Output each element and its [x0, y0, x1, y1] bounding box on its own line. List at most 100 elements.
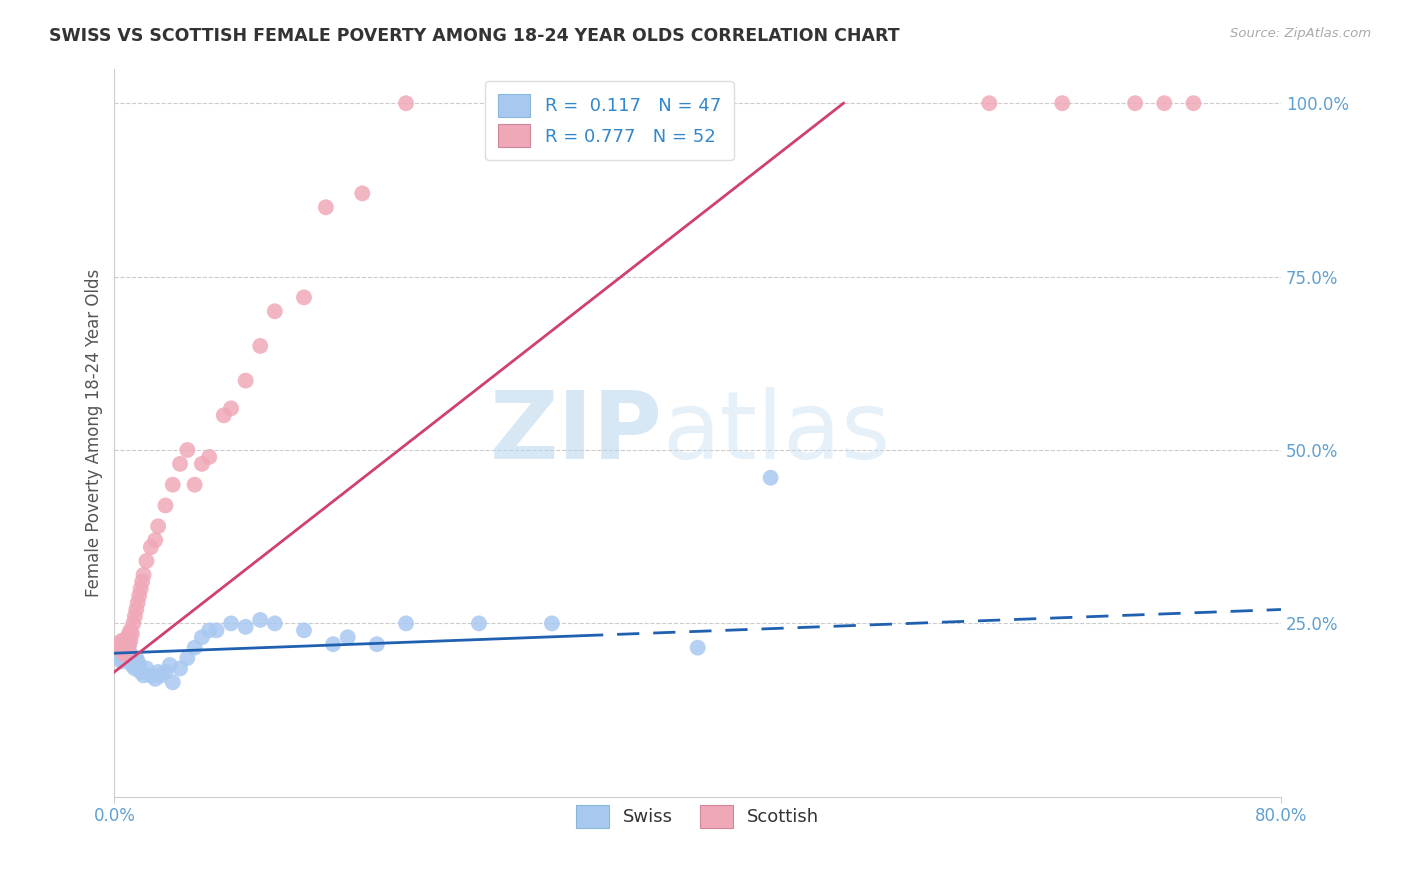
- Point: [366, 637, 388, 651]
- Point: [263, 304, 285, 318]
- Point: [114, 648, 136, 662]
- Point: [118, 637, 141, 651]
- Point: [235, 374, 257, 388]
- Point: [169, 457, 191, 471]
- Point: [395, 96, 418, 111]
- Point: [120, 633, 142, 648]
- Point: [1153, 96, 1175, 111]
- Point: [155, 665, 177, 679]
- Point: [128, 589, 150, 603]
- Point: [117, 630, 139, 644]
- Point: [219, 401, 242, 416]
- Point: [219, 616, 242, 631]
- Point: [128, 658, 150, 673]
- Point: [118, 644, 141, 658]
- Point: [127, 655, 149, 669]
- Point: [198, 450, 221, 464]
- Point: [146, 665, 169, 679]
- Point: [132, 668, 155, 682]
- Point: [112, 640, 135, 655]
- Point: [183, 640, 205, 655]
- Text: atlas: atlas: [662, 386, 891, 479]
- Point: [111, 633, 134, 648]
- Legend: Swiss, Scottish: Swiss, Scottish: [569, 797, 827, 835]
- Point: [176, 651, 198, 665]
- Point: [143, 533, 166, 548]
- Point: [468, 616, 491, 631]
- Point: [122, 655, 145, 669]
- Point: [162, 675, 184, 690]
- Point: [249, 339, 271, 353]
- Point: [292, 290, 315, 304]
- Point: [159, 658, 181, 673]
- Point: [759, 471, 782, 485]
- Point: [107, 640, 129, 655]
- Point: [122, 616, 145, 631]
- Point: [114, 637, 136, 651]
- Point: [111, 655, 134, 669]
- Point: [263, 616, 285, 631]
- Point: [115, 644, 138, 658]
- Point: [249, 613, 271, 627]
- Point: [352, 186, 374, 201]
- Point: [541, 96, 564, 111]
- Point: [118, 639, 141, 653]
- Point: [107, 640, 129, 655]
- Point: [124, 609, 146, 624]
- Point: [117, 640, 139, 655]
- Point: [395, 616, 418, 631]
- Point: [541, 616, 564, 631]
- Point: [120, 648, 142, 662]
- Point: [146, 519, 169, 533]
- Point: [115, 633, 138, 648]
- Point: [132, 567, 155, 582]
- Point: [150, 668, 173, 682]
- Point: [198, 624, 221, 638]
- Point: [686, 96, 709, 111]
- Point: [205, 624, 228, 638]
- Point: [315, 200, 337, 214]
- Point: [135, 661, 157, 675]
- Point: [979, 96, 1001, 111]
- Point: [131, 574, 153, 589]
- Point: [155, 499, 177, 513]
- Point: [121, 658, 143, 673]
- Point: [124, 661, 146, 675]
- Point: [127, 596, 149, 610]
- Point: [143, 672, 166, 686]
- Point: [169, 661, 191, 675]
- Point: [322, 637, 344, 651]
- Point: [105, 637, 128, 651]
- Point: [110, 637, 132, 651]
- Point: [115, 640, 138, 655]
- Point: [1123, 96, 1146, 111]
- Point: [336, 630, 359, 644]
- Point: [125, 651, 148, 665]
- Point: [139, 668, 162, 682]
- Point: [176, 442, 198, 457]
- Point: [121, 627, 143, 641]
- Point: [1050, 96, 1073, 111]
- Text: SWISS VS SCOTTISH FEMALE POVERTY AMONG 18-24 YEAR OLDS CORRELATION CHART: SWISS VS SCOTTISH FEMALE POVERTY AMONG 1…: [49, 27, 900, 45]
- Point: [118, 627, 141, 641]
- Text: ZIP: ZIP: [489, 386, 662, 479]
- Point: [114, 633, 136, 648]
- Point: [292, 624, 315, 638]
- Point: [129, 665, 152, 679]
- Point: [120, 624, 142, 638]
- Point: [110, 651, 132, 665]
- Point: [135, 554, 157, 568]
- Point: [114, 644, 136, 658]
- Point: [235, 620, 257, 634]
- Point: [115, 648, 138, 662]
- Point: [162, 477, 184, 491]
- Point: [212, 409, 235, 423]
- Point: [183, 477, 205, 491]
- Point: [125, 602, 148, 616]
- Text: Source: ZipAtlas.com: Source: ZipAtlas.com: [1230, 27, 1371, 40]
- Point: [1182, 96, 1205, 111]
- Point: [686, 640, 709, 655]
- Point: [129, 582, 152, 596]
- Point: [191, 630, 214, 644]
- Y-axis label: Female Poverty Among 18-24 Year Olds: Female Poverty Among 18-24 Year Olds: [86, 268, 103, 597]
